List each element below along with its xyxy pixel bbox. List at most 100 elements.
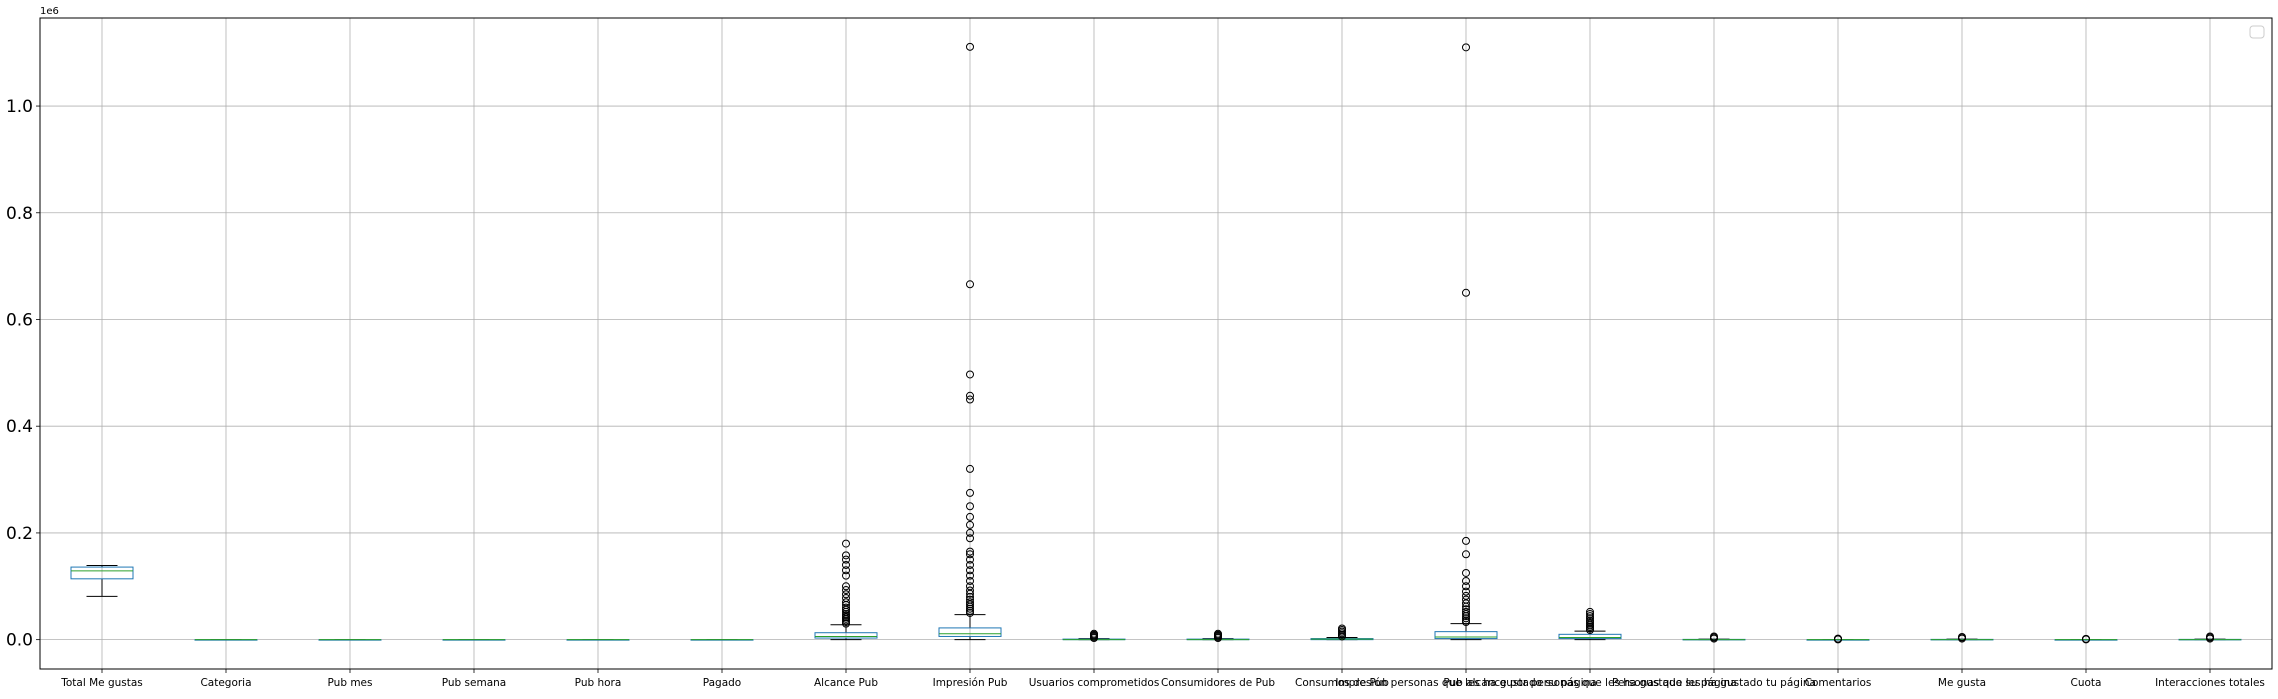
y-offset-label: 1e6 [40,6,59,17]
box-element [566,639,630,641]
outlier-point [966,586,974,595]
flier-layer [842,42,2214,644]
outlier-point [1462,595,1470,604]
x-tick-label: Categoria [200,677,251,689]
outlier-point [966,488,974,497]
outlier-point [966,595,974,604]
plot-frame [39,17,2273,670]
outlier-point [966,520,974,529]
outlier-point [842,555,850,564]
box-element [1930,638,1994,641]
x-tick-label: Consumos de Pub [1295,677,1389,689]
x-tick-label: Pub semana [442,677,507,689]
outlier-point [1958,632,1966,641]
x-tick-label: Pagado [703,677,741,689]
x-tick-label: Cuota [2071,677,2102,689]
outlier-point [966,550,974,559]
outlier-point [966,464,974,473]
outlier-point [966,608,974,617]
outlier-point [1462,591,1470,600]
outlier-point [1834,634,1842,643]
outlier-point [1462,550,1470,559]
y-tick-label: 0.4 [6,417,33,437]
grid-layer [40,18,2272,669]
box-iqr [814,632,878,639]
outlier-point [1090,629,1098,638]
outlier-point [842,560,850,569]
outlier-point [842,603,850,612]
x-tick-label: Impresión Pub [933,677,1008,689]
x-tick-label: Impresión personas que les ha gustado su… [1335,677,1596,689]
outlier-point [966,606,974,615]
outlier-point [1462,582,1470,591]
outlier-point [966,560,974,569]
outlier-point [966,582,974,591]
x-tick-label: Total Me gustas [60,677,143,689]
outlier-point [966,512,974,521]
y-tick-label: 1.0 [6,97,33,117]
outlier-point [2206,632,2214,641]
outlier-point [1462,607,1470,616]
x-tick-label: Personas que les ha gustado tu página [1612,677,1816,689]
box-element [70,564,134,597]
outlier-point [1462,576,1470,585]
x-tick-label: Pub hora [575,677,622,689]
outlier-point [966,566,974,575]
y-tick-label: 0.6 [6,310,33,330]
outlier-point [842,594,850,603]
outlier-point [966,571,974,580]
outlier-point [1462,614,1470,623]
outlier-point [1462,536,1470,545]
outlier-point [966,391,974,400]
outlier-point [966,42,974,51]
outlier-point [966,598,974,607]
outlier-point [2082,634,2090,643]
box-element [1806,639,1870,641]
outlier-point [1710,632,1718,641]
y-tick-label: 0.2 [6,524,33,544]
outlier-point [1462,43,1470,52]
axis-layer: 0.0 0.2 0.4 0.6 0.8 1.0 Total Me gustas Categor… [6,97,2265,689]
outlier-point [842,582,850,591]
outlier-point [1462,568,1470,577]
box-element [814,624,878,641]
outlier-point [966,604,974,613]
outlier-point [1462,605,1470,614]
outlier-point [842,590,850,599]
box-element [2054,639,2118,641]
outlier-point [842,539,850,548]
outlier-point [966,395,974,404]
outlier-point [966,534,974,543]
box-element [442,639,506,641]
box-iqr [1558,633,1622,640]
outlier-point [966,555,974,564]
outlier-point [1586,607,1594,616]
outlier-point [1462,587,1470,596]
box-element [1558,630,1622,641]
x-tick-label: Pub alcance por personas que les ha gust… [1443,677,1736,689]
outlier-point [966,502,974,511]
x-tick-label: Alcance Pub [814,677,878,689]
box-iqr [1434,631,1498,640]
x-tick-label: Comentarios [1805,677,1872,689]
outlier-point [842,571,850,580]
y-tick-label: 0.0 [6,631,33,651]
x-tick-label: Interacciones totales [2155,677,2265,689]
outlier-point [966,592,974,601]
box-iqr [938,627,1002,637]
outlier-point [966,280,974,289]
x-tick-label: Pub mes [328,677,373,689]
outlier-point [1586,614,1594,623]
y-tick-label: 0.8 [6,204,33,224]
box-element [690,639,754,641]
box-iqr [70,566,134,580]
outlier-point [842,586,850,595]
legend-box [2249,25,2265,39]
outlier-point [842,551,850,560]
outlier-point [1462,616,1470,625]
x-tick-label: Me gusta [1938,677,1986,689]
outlier-point [1586,612,1594,621]
